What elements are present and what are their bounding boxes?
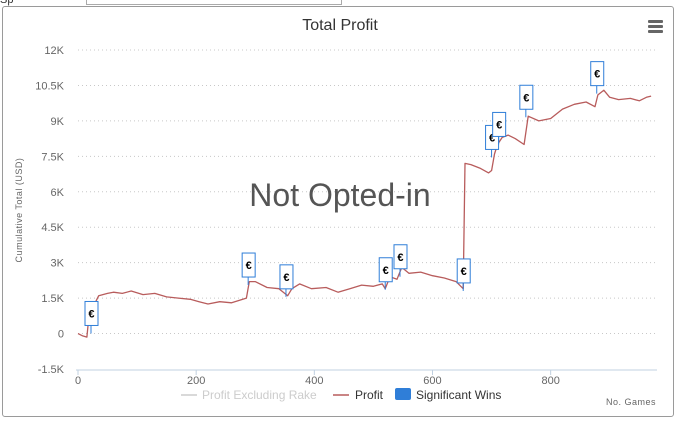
- menu-bar-icon: [648, 30, 663, 33]
- legend-symbol: [395, 388, 411, 400]
- y-tick-label: 3K: [51, 258, 65, 270]
- y-tick-label: 12K: [44, 45, 64, 57]
- flag-label: €: [594, 69, 600, 81]
- significant-win-flag[interactable]: €: [456, 258, 471, 291]
- significant-win-flag[interactable]: €: [393, 244, 408, 277]
- significant-win-flag[interactable]: €: [378, 257, 393, 290]
- flag-box: [393, 244, 408, 270]
- y-axis-ticks: -1.5K 0 1.5K 3K 4.5K 6K 7.5K 9K 10.5K 12K: [35, 45, 64, 376]
- y-tick-label: 4.5K: [41, 222, 64, 234]
- chart-title: Total Profit: [302, 17, 378, 34]
- page-top-strip: Sp: [0, 0, 684, 6]
- significant-win-flag[interactable]: €: [84, 300, 99, 334]
- flag-box: [456, 258, 471, 284]
- significant-win-flag[interactable]: €: [279, 264, 294, 297]
- significant-win-flag[interactable]: €: [241, 252, 256, 286]
- flag-box: [492, 111, 507, 137]
- y-tick-label: 0: [58, 329, 64, 341]
- flag-box: [84, 300, 99, 326]
- x-tick-label: 400: [305, 375, 323, 387]
- flag-box: [241, 252, 256, 278]
- significant-wins-flags: €€€€€€€€€€: [84, 61, 605, 334]
- y-tick-label: 1.5K: [41, 293, 64, 305]
- x-tick-label: 0: [75, 375, 81, 387]
- x-tick-label: 600: [423, 375, 441, 387]
- legend-label: Profit: [355, 388, 384, 402]
- flag-box: [519, 84, 534, 110]
- flag-label: €: [246, 260, 252, 272]
- watermark-text: Not Opted-in: [249, 177, 430, 213]
- legend-item-profit[interactable]: Profit: [333, 388, 384, 402]
- legend-label: Significant Wins: [416, 388, 501, 402]
- chart-panel: [2, 6, 674, 417]
- significant-win-flag[interactable]: €: [590, 61, 605, 94]
- series-line-profit: [77, 89, 652, 338]
- legend: Profit Excluding Rake Profit Significant W…: [181, 388, 501, 402]
- menu-bar-icon: [648, 20, 663, 23]
- significant-win-flag[interactable]: €: [519, 84, 534, 118]
- flag-label: €: [397, 252, 403, 264]
- y-tick-label: 6K: [51, 187, 65, 199]
- legend-label: Profit Excluding Rake: [202, 388, 317, 402]
- series-group: [77, 89, 652, 338]
- flag-box: [590, 61, 605, 87]
- flag-label: €: [496, 119, 502, 131]
- legend-item-significant-wins[interactable]: Significant Wins: [395, 388, 501, 402]
- legend-item-profit-excluding-rake[interactable]: Profit Excluding Rake: [181, 388, 317, 402]
- top-label: Sp: [0, 0, 14, 6]
- flag-label: €: [461, 266, 467, 278]
- flag-label: €: [523, 92, 529, 104]
- flag-label: €: [88, 308, 94, 320]
- x-tick-label: 200: [187, 375, 205, 387]
- flag-box: [279, 264, 294, 290]
- y-tick-label: 10.5K: [35, 80, 64, 92]
- y-tick-label: -1.5K: [38, 364, 65, 376]
- menu-bar-icon: [648, 25, 663, 28]
- y-axis-title: Cumulative Total (USD): [14, 158, 24, 263]
- flag-box: [378, 257, 393, 283]
- significant-win-flag[interactable]: €: [492, 111, 507, 145]
- flag-label: €: [489, 132, 495, 144]
- x-tick-label: 800: [541, 375, 559, 387]
- top-text-input[interactable]: [86, 0, 342, 5]
- x-axis-title: No. Games: [606, 397, 656, 407]
- flag-label: €: [383, 265, 389, 277]
- x-axis-ticks: 0 200 400 600 800: [75, 370, 560, 387]
- y-tick-label: 9K: [51, 116, 65, 128]
- flag-label: €: [283, 272, 289, 284]
- chart-menu-button[interactable]: [646, 18, 664, 34]
- y-tick-label: 7.5K: [41, 151, 64, 163]
